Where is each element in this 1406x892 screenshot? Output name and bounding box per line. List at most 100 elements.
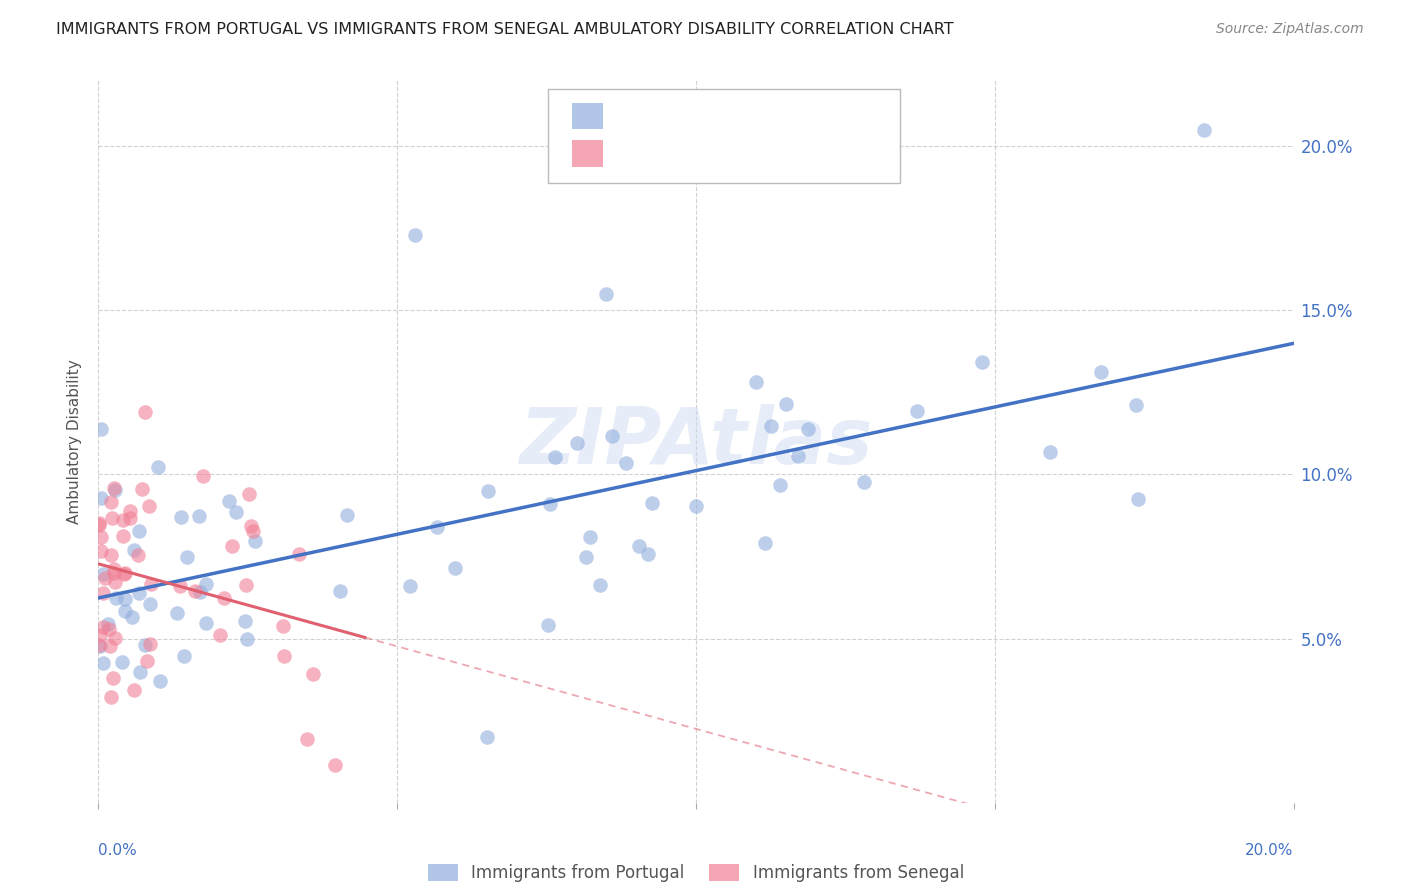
Point xyxy=(97,622,120,636)
Point xyxy=(544,450,567,465)
Point xyxy=(89,516,111,530)
Point xyxy=(169,579,191,593)
Point xyxy=(589,578,612,592)
Point xyxy=(194,616,217,631)
Point xyxy=(129,665,152,679)
Point xyxy=(443,561,465,575)
Point xyxy=(236,632,259,646)
Point xyxy=(1090,365,1112,379)
Point xyxy=(578,530,600,544)
Point xyxy=(89,628,111,642)
Point xyxy=(122,543,145,558)
Point xyxy=(769,477,792,491)
Point xyxy=(149,674,172,689)
Point xyxy=(100,495,122,509)
Point xyxy=(1038,444,1060,458)
Point xyxy=(797,422,820,436)
Point xyxy=(188,584,211,599)
Point xyxy=(90,491,112,506)
Point xyxy=(91,657,114,671)
Point xyxy=(1192,122,1215,136)
Text: 0.524: 0.524 xyxy=(657,110,717,128)
Point xyxy=(118,511,141,525)
Text: N =: N = xyxy=(744,147,804,165)
Point xyxy=(225,505,247,519)
Point xyxy=(122,682,145,697)
Point xyxy=(128,586,150,600)
Point xyxy=(745,376,768,390)
Text: R =: R = xyxy=(617,147,657,165)
Point xyxy=(176,550,198,565)
Point xyxy=(166,606,188,620)
Point xyxy=(131,482,153,496)
Point xyxy=(104,483,127,498)
Point xyxy=(195,577,218,591)
Point xyxy=(91,567,114,582)
Point xyxy=(637,547,659,561)
Point xyxy=(398,579,420,593)
Point xyxy=(173,649,195,664)
Point xyxy=(787,449,810,463)
Point xyxy=(602,429,624,443)
Point xyxy=(184,584,207,599)
Point xyxy=(970,354,993,368)
Text: ZIPAtlas: ZIPAtlas xyxy=(519,403,873,480)
Point xyxy=(685,499,707,513)
Point xyxy=(90,530,112,544)
Point xyxy=(97,616,120,631)
Point xyxy=(101,671,124,685)
Text: R =: R = xyxy=(617,110,657,128)
Point xyxy=(98,639,121,653)
Point xyxy=(89,639,111,653)
Point xyxy=(111,655,134,669)
Point xyxy=(301,667,323,681)
Point xyxy=(243,533,266,548)
Point xyxy=(103,566,125,580)
Point xyxy=(288,547,311,561)
Point xyxy=(323,758,346,772)
Point xyxy=(134,405,156,419)
Point xyxy=(404,227,426,242)
Point xyxy=(212,591,235,606)
Point xyxy=(240,519,263,533)
Point xyxy=(91,585,114,599)
Point xyxy=(90,421,112,435)
Text: -0.190: -0.190 xyxy=(657,147,717,165)
Point xyxy=(169,510,191,524)
Point xyxy=(127,548,149,562)
Point xyxy=(112,566,135,581)
Point xyxy=(187,509,209,524)
Point xyxy=(218,493,240,508)
Point xyxy=(1125,398,1147,412)
Point xyxy=(87,518,110,533)
Point xyxy=(114,591,136,606)
Point xyxy=(101,511,124,525)
Point xyxy=(138,597,160,611)
Point xyxy=(1128,491,1150,506)
Legend: Immigrants from Portugal, Immigrants from Senegal: Immigrants from Portugal, Immigrants fro… xyxy=(422,857,970,888)
Point xyxy=(595,286,617,301)
Point xyxy=(754,536,776,550)
Point xyxy=(135,654,157,668)
Y-axis label: Ambulatory Disability: Ambulatory Disability xyxy=(67,359,83,524)
Point xyxy=(475,730,498,744)
Point xyxy=(329,583,352,598)
Point xyxy=(134,638,156,652)
Text: 51: 51 xyxy=(794,147,814,165)
Point xyxy=(905,404,928,418)
Text: 70: 70 xyxy=(794,110,814,128)
Point xyxy=(574,550,596,565)
Point xyxy=(114,604,136,618)
Point xyxy=(235,578,257,592)
Point xyxy=(114,566,136,581)
Point xyxy=(242,524,264,538)
Point xyxy=(426,519,449,533)
Point xyxy=(103,562,125,576)
Point xyxy=(852,475,875,490)
Point xyxy=(627,539,650,553)
Point xyxy=(103,481,125,495)
Point xyxy=(641,496,664,510)
Point xyxy=(775,397,797,411)
Point xyxy=(238,487,260,501)
Point xyxy=(121,610,143,624)
